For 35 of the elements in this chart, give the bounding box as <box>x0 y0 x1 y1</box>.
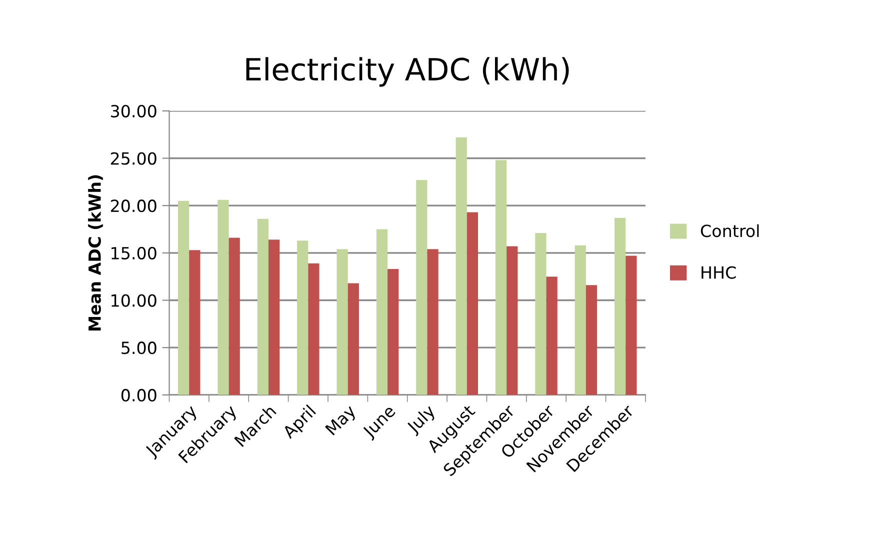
bar <box>506 246 518 395</box>
bar <box>535 233 546 395</box>
bar <box>376 229 388 395</box>
y-tick-label: 20.00 <box>110 200 156 212</box>
chart-title: Electricity ADC (kWh) <box>246 57 569 87</box>
bar <box>178 200 190 395</box>
bar <box>348 283 359 395</box>
bar <box>574 245 586 395</box>
y-axis-title: Mean ADC (kWh) <box>88 175 103 330</box>
bar <box>586 285 598 395</box>
bar <box>546 276 558 395</box>
bar <box>614 218 626 395</box>
bar <box>626 256 637 395</box>
bar <box>336 249 348 395</box>
bar <box>297 240 308 395</box>
bar <box>189 250 200 395</box>
bar <box>228 238 240 395</box>
bar <box>495 160 507 395</box>
bar <box>308 263 320 395</box>
legend-label: Control <box>700 224 759 238</box>
bar <box>456 137 467 395</box>
bar <box>427 249 438 395</box>
y-tick-label: 15.00 <box>112 246 156 260</box>
y-tick-label: 0.00 <box>121 388 156 402</box>
bar <box>218 200 229 395</box>
legend-label: HHC <box>702 266 736 279</box>
bar <box>257 218 268 395</box>
bar <box>268 240 280 395</box>
y-tick-label: 10.00 <box>112 294 156 307</box>
bar <box>416 180 428 395</box>
bar <box>466 212 478 395</box>
y-tick-label: 30.00 <box>111 104 156 118</box>
bar <box>388 269 399 395</box>
y-tick-label: 25.00 <box>110 152 156 165</box>
y-tick-label: 5.00 <box>122 342 156 354</box>
